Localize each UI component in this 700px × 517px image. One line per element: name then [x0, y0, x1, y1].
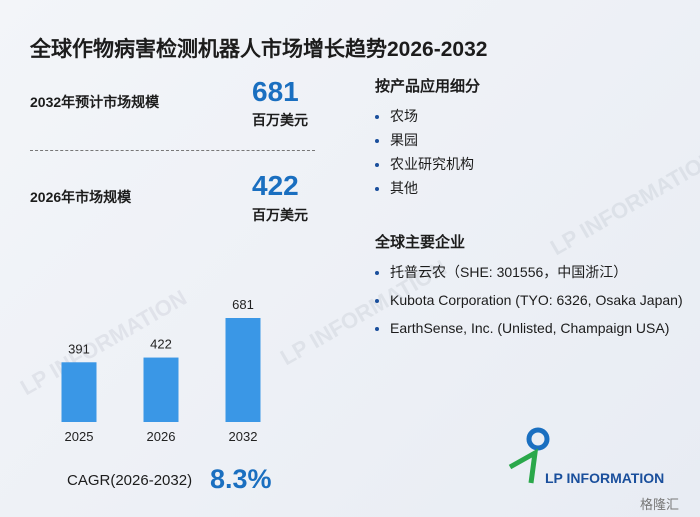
segment-list: 农场果园农业研究机构其他	[375, 104, 690, 200]
divider	[30, 150, 315, 151]
cagr-label: CAGR(2026-2032)	[67, 472, 193, 489]
bar	[143, 357, 179, 422]
chart: 2025 391 2026 422 2032 681	[61, 297, 261, 444]
segment-item: 果园	[390, 128, 690, 152]
company-item: Kubota Corporation (TYO: 6326, Osaka Jap…	[390, 288, 690, 312]
stat-label: 2026年市场规模	[30, 189, 132, 205]
logo-icon	[508, 427, 550, 484]
company-list: 托普云农（SHE: 301556，中国浙江） Kubota Corporation…	[375, 260, 690, 344]
title: 全球作物病害检测机器人市场增长趋势2026-2032	[30, 38, 488, 61]
x-tick-label: 2026	[147, 429, 176, 444]
company-item: EarthSense, Inc. (Unlisted, Champaign US…	[390, 316, 690, 340]
stat-unit: 百万美元	[252, 207, 308, 223]
logo-text: LP INFORMATION	[545, 470, 665, 486]
stat-value: 681	[252, 76, 299, 107]
segment-item: 农业研究机构	[390, 152, 690, 176]
stat-label: 2032年预计市场规模	[30, 94, 160, 110]
bar	[225, 318, 261, 422]
company-item: 托普云农（SHE: 301556，中国浙江）	[390, 260, 690, 284]
cagr-value: 8.3%	[210, 464, 272, 494]
segment-item: 农场	[390, 104, 690, 128]
x-tick-label: 2025	[65, 429, 94, 444]
stat-unit: 百万美元	[252, 112, 308, 128]
bar	[61, 362, 97, 422]
segments-heading: 按产品应用细分	[375, 78, 481, 95]
value-label: 422	[150, 337, 172, 352]
value-label: 681	[232, 297, 254, 312]
corner-mark: 格隆汇	[640, 497, 680, 512]
x-tick-label: 2032	[229, 429, 258, 444]
value-label: 391	[68, 341, 90, 356]
segment-item: 其他	[390, 176, 690, 200]
companies-heading: 全球主要企业	[375, 234, 466, 251]
stat-value: 422	[252, 170, 299, 201]
